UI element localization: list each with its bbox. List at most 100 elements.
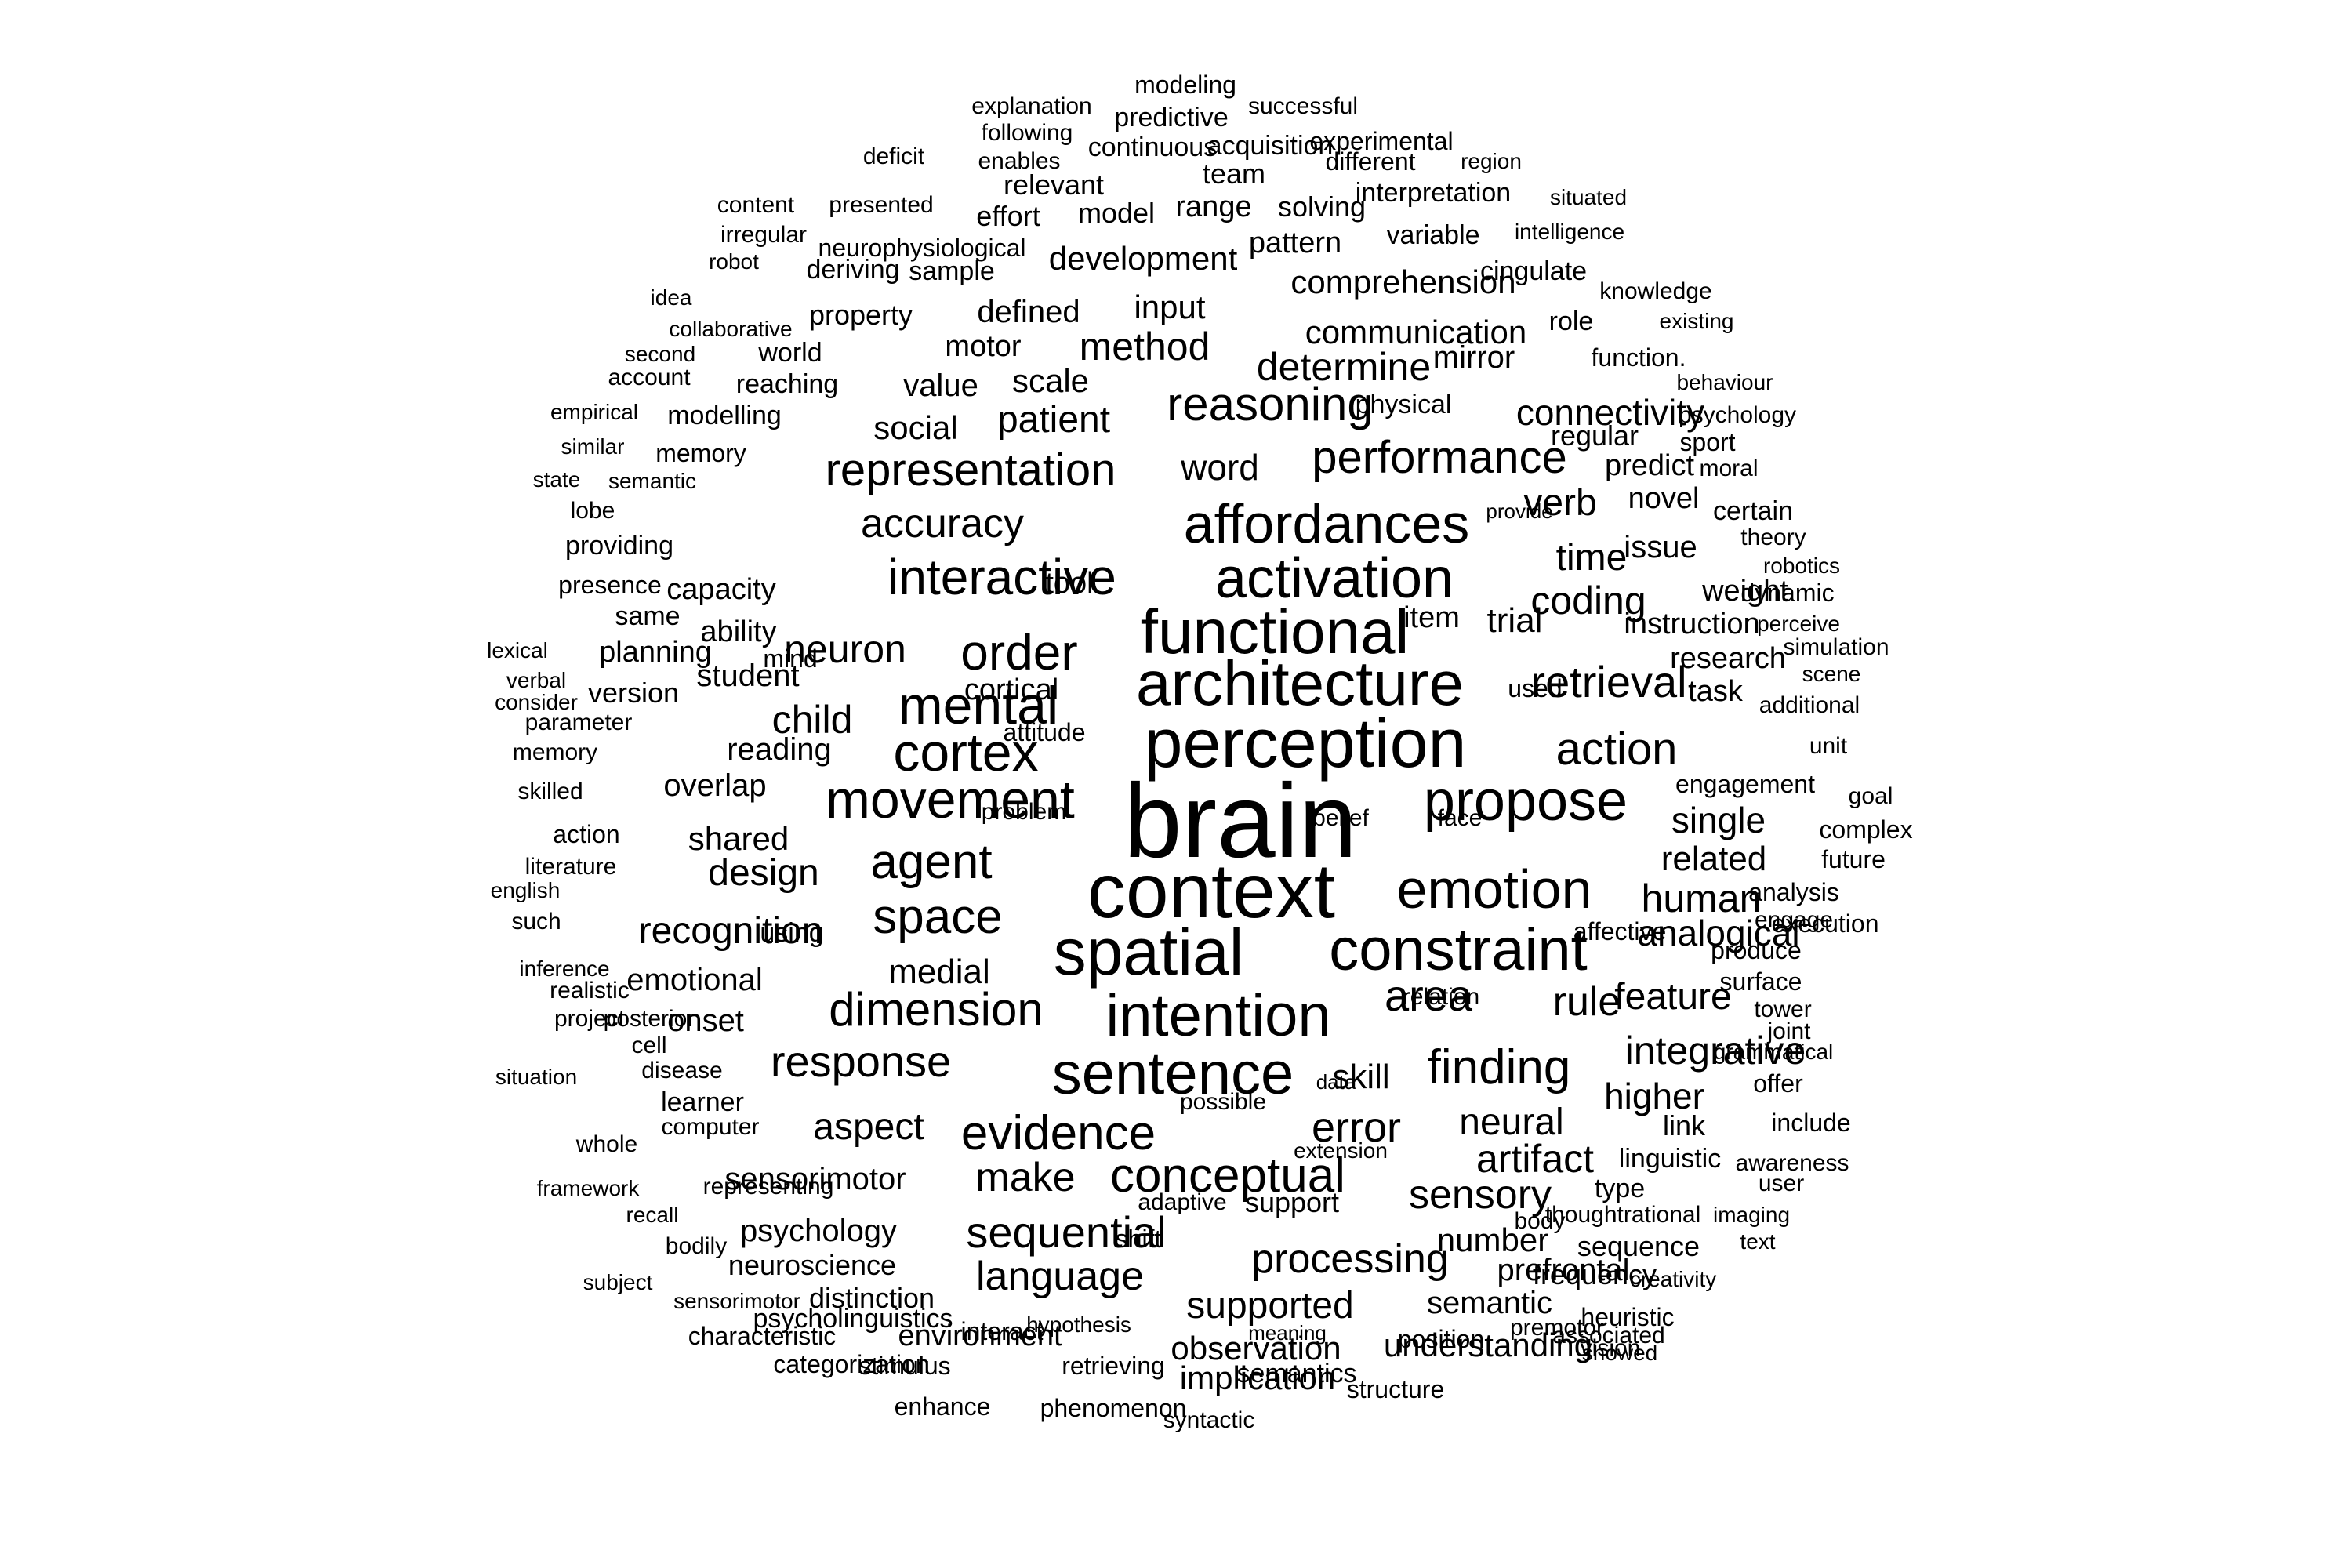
word: neural xyxy=(1459,1102,1564,1143)
word: architecture xyxy=(1136,648,1464,718)
word: frequency xyxy=(1532,1258,1657,1290)
word: providing xyxy=(565,531,673,561)
word: interact xyxy=(960,1317,1044,1345)
word: single xyxy=(1671,800,1766,840)
word: categorization xyxy=(773,1350,930,1378)
word: different xyxy=(1325,147,1416,176)
word: analogical xyxy=(1637,913,1800,953)
word: motor xyxy=(945,330,1022,363)
word: cingulate xyxy=(1479,256,1588,286)
word: neurophysiological xyxy=(818,234,1026,262)
word: provide xyxy=(1486,499,1553,523)
word: capacity xyxy=(666,573,776,606)
word: belief xyxy=(1312,805,1369,831)
word: disease xyxy=(641,1058,723,1083)
word: irregular xyxy=(720,222,808,248)
word: mental xyxy=(898,676,1059,735)
word: cortical xyxy=(964,673,1059,706)
word: characteristic xyxy=(688,1322,837,1350)
word: phenomenon xyxy=(1040,1394,1187,1422)
word: enhance xyxy=(894,1392,991,1421)
word: perception xyxy=(1144,704,1467,782)
word: lobe xyxy=(570,498,615,524)
word: related xyxy=(1661,840,1767,878)
word: problem xyxy=(981,799,1067,825)
word: modelling xyxy=(667,401,782,430)
word: situation xyxy=(495,1065,578,1089)
word: grammatical xyxy=(1713,1040,1834,1064)
word: rule xyxy=(1552,979,1621,1025)
word: weight xyxy=(1702,575,1788,608)
word: imaging xyxy=(1712,1203,1791,1227)
word: showed xyxy=(1581,1341,1658,1365)
word: theory xyxy=(1740,524,1806,550)
word: artifact xyxy=(1475,1137,1595,1181)
word: feature xyxy=(1614,976,1732,1018)
word: model xyxy=(1077,197,1156,229)
word: patient xyxy=(996,399,1111,441)
word: robot xyxy=(709,249,759,274)
word: research xyxy=(1670,642,1786,675)
word: scene xyxy=(1802,662,1861,686)
word: surface xyxy=(1719,967,1802,996)
word: engage xyxy=(1754,907,1834,933)
word: version xyxy=(587,677,680,709)
word: english xyxy=(490,878,561,902)
word: attitude xyxy=(1003,718,1086,746)
word: user xyxy=(1758,1171,1805,1196)
word: time xyxy=(1555,537,1628,579)
word: adaptive xyxy=(1138,1189,1227,1215)
word: idea xyxy=(650,285,692,310)
word: posterior xyxy=(603,1006,695,1032)
word: spatial xyxy=(1053,915,1244,989)
word: memory xyxy=(512,739,598,765)
word: skilled xyxy=(517,779,583,804)
word: face xyxy=(1437,805,1483,831)
word: shared xyxy=(688,820,789,857)
word: creativity xyxy=(1629,1267,1717,1291)
word: space xyxy=(873,890,1003,944)
word: such xyxy=(511,909,561,935)
word: trial xyxy=(1486,601,1543,640)
word: sensory xyxy=(1408,1172,1552,1218)
word: perceive xyxy=(1757,612,1840,636)
word: additional xyxy=(1759,692,1860,718)
word: sequential xyxy=(966,1207,1167,1257)
word: type xyxy=(1594,1174,1646,1203)
word: similar xyxy=(561,434,625,459)
word: novel xyxy=(1628,482,1700,515)
word: meaning xyxy=(1248,1321,1327,1345)
word: modeling xyxy=(1134,71,1236,99)
word: emotional xyxy=(626,963,763,997)
word: experimental xyxy=(1309,127,1454,155)
word: constraint xyxy=(1329,916,1588,983)
word: make xyxy=(975,1155,1076,1200)
word: execution xyxy=(1771,909,1879,938)
word: sample xyxy=(909,256,995,286)
word: text xyxy=(1740,1229,1776,1254)
word: ability xyxy=(700,615,777,648)
word: predictive xyxy=(1114,103,1229,132)
word: state xyxy=(532,467,581,492)
word: team xyxy=(1202,158,1266,190)
word: communication xyxy=(1305,314,1527,350)
word: number xyxy=(1436,1221,1549,1258)
word: literature xyxy=(524,854,617,880)
word: performance xyxy=(1312,432,1567,483)
word: presented xyxy=(829,192,934,218)
word: content xyxy=(717,192,795,218)
word: student xyxy=(696,659,800,693)
word: memory xyxy=(655,439,746,467)
word: recall xyxy=(626,1203,679,1227)
word: moral xyxy=(1699,456,1759,481)
word: distinction xyxy=(808,1282,935,1314)
word: medial xyxy=(888,953,990,991)
word: sensorimotor xyxy=(724,1162,906,1196)
word: presence xyxy=(558,571,662,599)
word: development xyxy=(1048,240,1238,277)
word: intelligence xyxy=(1514,220,1625,244)
word: deficit xyxy=(862,143,925,169)
word: tool xyxy=(1045,567,1094,600)
word: issue xyxy=(1624,530,1697,564)
word: same xyxy=(615,601,681,631)
